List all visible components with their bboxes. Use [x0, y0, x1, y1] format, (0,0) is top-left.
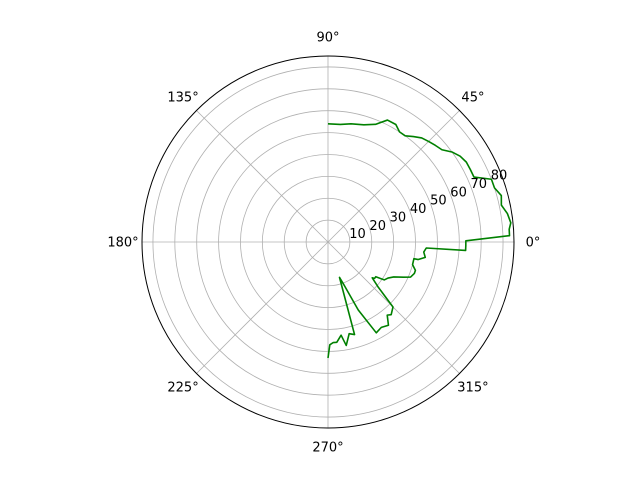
theta-tick-label: 0° — [526, 236, 541, 251]
polar-frame — [141, 55, 515, 429]
theta-tick-label: 90° — [316, 31, 339, 46]
r-tick-label: 10 — [349, 227, 366, 242]
theta-gridline-315 — [327, 241, 460, 374]
r-tick-label: 80 — [491, 169, 508, 184]
theta-gridline-225 — [196, 241, 329, 374]
r-tick-label: 40 — [410, 202, 427, 217]
theta-tick-label: 45° — [461, 91, 484, 106]
series-line-0 — [327, 119, 512, 359]
theta-gridline-135 — [196, 110, 329, 243]
r-tick-label: 60 — [450, 185, 467, 200]
polar-grid — [142, 56, 514, 428]
theta-tick-label: 225° — [167, 380, 198, 395]
theta-gridline-45 — [327, 110, 460, 243]
theta-tick-label: 180° — [107, 236, 138, 251]
theta-tick-label: 315° — [457, 380, 488, 395]
theta-tick-label: 135° — [167, 91, 198, 106]
r-tick-label: 20 — [369, 219, 386, 234]
r-tick-label: 50 — [430, 194, 447, 209]
theta-tick-label: 270° — [312, 441, 343, 456]
series-layer — [327, 119, 512, 359]
r-tick-label: 70 — [471, 177, 488, 192]
r-tick-label: 30 — [390, 210, 407, 225]
